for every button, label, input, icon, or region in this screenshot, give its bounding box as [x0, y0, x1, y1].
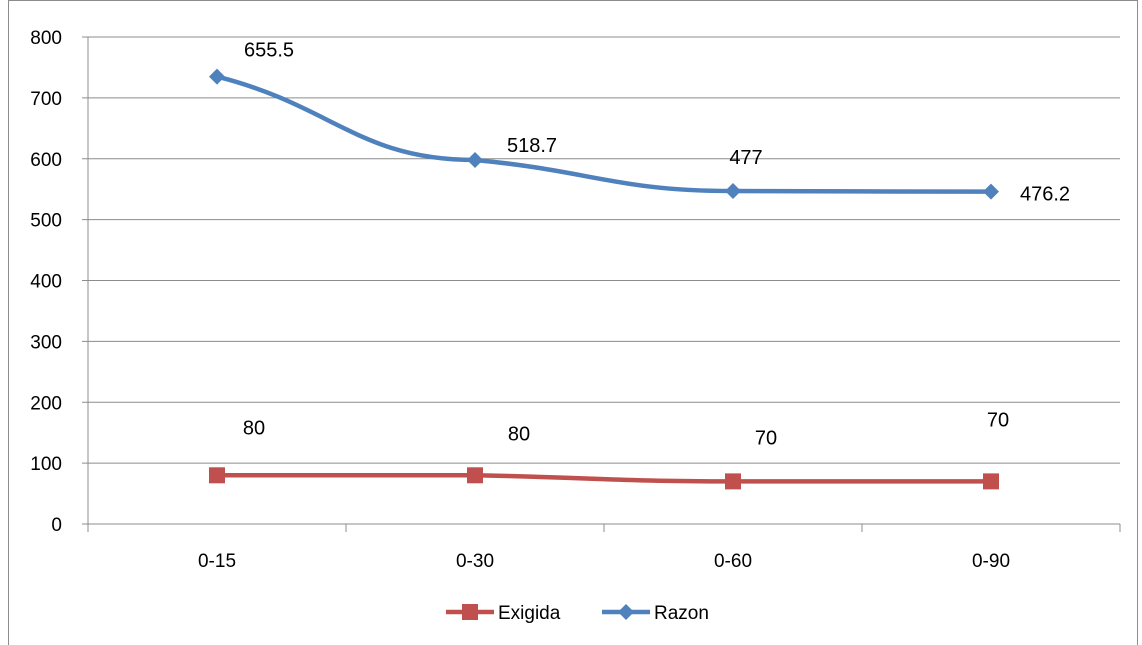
- y-tick-label: 300: [30, 332, 62, 353]
- y-tick-label: 600: [30, 150, 62, 171]
- data-point-exigida: [209, 467, 225, 484]
- data-point-razon: [467, 151, 483, 168]
- x-tick-label: 0-60: [714, 551, 752, 572]
- legend-marker-exigida: [462, 604, 478, 620]
- chart-frame: [8, 0, 1138, 645]
- x-tick-label: 0-15: [198, 551, 236, 572]
- y-tick-label: 400: [30, 272, 62, 293]
- data-label-exigida: 70: [755, 427, 777, 449]
- data-label-razon: 518.7: [507, 135, 557, 157]
- y-tick-label: 0: [51, 515, 62, 536]
- x-tick-label: 0-30: [456, 551, 494, 572]
- data-label-exigida: 70: [987, 409, 1009, 431]
- y-tick-label: 500: [30, 211, 62, 232]
- series-line-razon: [216, 74, 992, 194]
- y-tick-label: 700: [30, 89, 62, 110]
- data-label-exigida: 80: [243, 417, 265, 439]
- data-point-exigida: [725, 473, 741, 490]
- data-point-exigida: [467, 467, 483, 484]
- data-label-razon: 476.2: [1020, 184, 1070, 206]
- x-tick-label: 0-90: [972, 551, 1010, 572]
- data-point-exigida: [983, 473, 999, 490]
- legend-label-exigida: Exigida: [498, 603, 561, 624]
- data-label-razon: 655.5: [244, 40, 294, 62]
- data-label-razon: 477: [729, 147, 762, 169]
- legend-marker-razon: [618, 604, 634, 620]
- data-label-exigida: 80: [508, 423, 530, 445]
- series-line-exigida: [217, 473, 991, 484]
- data-point-razon: [983, 183, 999, 200]
- legend-label-razon: Razon: [654, 603, 709, 624]
- y-tick-label: 100: [30, 454, 62, 475]
- y-tick-label: 800: [30, 28, 62, 49]
- data-point-razon: [209, 68, 225, 85]
- data-point-razon: [725, 183, 741, 200]
- y-tick-label: 200: [30, 393, 62, 414]
